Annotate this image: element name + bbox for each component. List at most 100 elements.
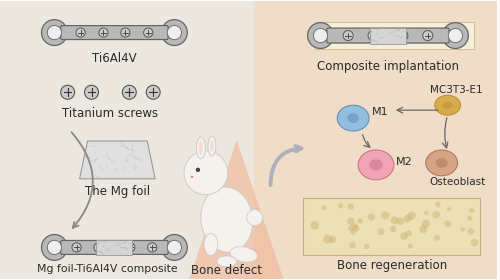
- Circle shape: [168, 25, 181, 40]
- Ellipse shape: [208, 136, 216, 156]
- Ellipse shape: [210, 140, 214, 152]
- Circle shape: [144, 28, 153, 37]
- Circle shape: [94, 243, 103, 252]
- Circle shape: [349, 242, 356, 249]
- Ellipse shape: [358, 150, 394, 180]
- Bar: [316, 22, 474, 50]
- Circle shape: [467, 216, 472, 221]
- Circle shape: [420, 225, 427, 233]
- Circle shape: [322, 205, 327, 211]
- Circle shape: [470, 239, 478, 246]
- Circle shape: [424, 211, 428, 215]
- Circle shape: [432, 211, 440, 219]
- Circle shape: [84, 85, 98, 99]
- Circle shape: [378, 228, 384, 235]
- Circle shape: [408, 244, 413, 249]
- Bar: [304, 198, 480, 255]
- Text: MC3T3-E1: MC3T3-E1: [430, 85, 482, 95]
- Text: M1: M1: [372, 107, 388, 117]
- Text: Composite implantation: Composite implantation: [317, 60, 459, 73]
- Circle shape: [48, 240, 62, 255]
- Ellipse shape: [196, 137, 205, 159]
- Circle shape: [329, 235, 336, 243]
- Circle shape: [422, 220, 430, 228]
- Circle shape: [368, 31, 378, 41]
- Ellipse shape: [230, 247, 258, 262]
- Circle shape: [468, 228, 474, 235]
- Circle shape: [442, 23, 468, 48]
- Circle shape: [444, 220, 452, 228]
- Circle shape: [48, 25, 62, 40]
- Circle shape: [184, 151, 228, 195]
- Ellipse shape: [201, 187, 253, 252]
- Circle shape: [42, 234, 68, 260]
- Circle shape: [310, 221, 319, 230]
- Circle shape: [162, 20, 188, 46]
- Circle shape: [364, 244, 370, 249]
- Circle shape: [469, 208, 474, 213]
- Ellipse shape: [436, 158, 448, 168]
- Circle shape: [126, 243, 135, 252]
- Circle shape: [460, 227, 465, 232]
- Circle shape: [352, 223, 358, 229]
- Text: M2: M2: [396, 157, 412, 167]
- Bar: [254, 1, 498, 279]
- Circle shape: [447, 207, 451, 211]
- FancyBboxPatch shape: [60, 241, 168, 255]
- Circle shape: [338, 203, 344, 209]
- Circle shape: [396, 218, 404, 225]
- Ellipse shape: [204, 234, 218, 255]
- Text: The Mg foil: The Mg foil: [85, 185, 150, 198]
- Circle shape: [448, 29, 462, 43]
- Circle shape: [381, 211, 390, 220]
- Circle shape: [72, 243, 81, 252]
- Circle shape: [390, 226, 396, 232]
- Circle shape: [246, 210, 262, 226]
- Polygon shape: [189, 140, 284, 279]
- Circle shape: [358, 218, 362, 224]
- Bar: [96, 240, 132, 255]
- Circle shape: [323, 235, 332, 244]
- Text: Osteoblast: Osteoblast: [430, 177, 486, 187]
- Circle shape: [348, 225, 354, 231]
- Circle shape: [120, 28, 130, 37]
- Circle shape: [76, 28, 85, 37]
- Text: Bone regeneration: Bone regeneration: [337, 259, 447, 272]
- Circle shape: [353, 225, 360, 232]
- Ellipse shape: [370, 159, 382, 171]
- Ellipse shape: [337, 105, 369, 131]
- Circle shape: [122, 85, 136, 99]
- Ellipse shape: [434, 95, 460, 115]
- Circle shape: [398, 31, 408, 41]
- Circle shape: [168, 240, 181, 255]
- Text: Mg foil-Ti6Al4V composite: Mg foil-Ti6Al4V composite: [37, 264, 178, 274]
- Circle shape: [99, 28, 108, 37]
- Ellipse shape: [199, 141, 203, 155]
- Polygon shape: [80, 141, 155, 179]
- Circle shape: [162, 234, 188, 260]
- Bar: [370, 28, 406, 43]
- FancyBboxPatch shape: [327, 28, 449, 43]
- Circle shape: [308, 23, 334, 48]
- Circle shape: [368, 213, 375, 221]
- Circle shape: [390, 216, 398, 224]
- FancyBboxPatch shape: [60, 25, 168, 39]
- Circle shape: [405, 230, 411, 237]
- Circle shape: [196, 168, 200, 172]
- Text: Titanium screws: Titanium screws: [62, 107, 158, 120]
- Circle shape: [434, 235, 440, 241]
- Circle shape: [350, 229, 356, 235]
- Text: Ti6Al4V: Ti6Al4V: [92, 52, 136, 66]
- Circle shape: [148, 243, 157, 252]
- Circle shape: [404, 215, 411, 223]
- Circle shape: [60, 85, 74, 99]
- Text: Bone defect: Bone defect: [192, 264, 262, 277]
- Circle shape: [347, 218, 354, 225]
- Ellipse shape: [347, 113, 359, 123]
- Circle shape: [435, 202, 440, 207]
- Ellipse shape: [443, 101, 452, 109]
- Ellipse shape: [190, 176, 194, 178]
- Circle shape: [42, 20, 68, 46]
- Circle shape: [422, 31, 432, 41]
- Circle shape: [314, 29, 328, 43]
